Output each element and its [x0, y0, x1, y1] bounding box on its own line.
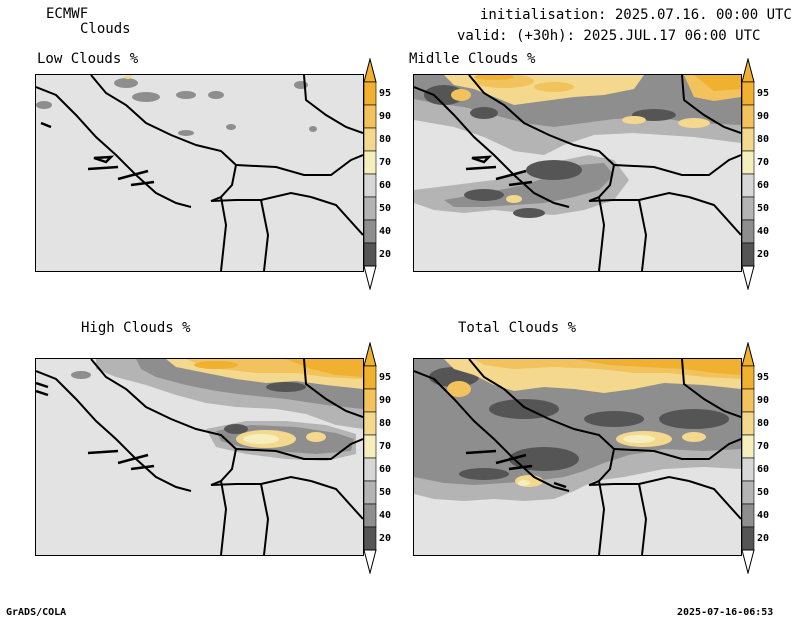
colorbar-level-label: 90: [379, 110, 392, 122]
colorbar-level-label: 40: [379, 509, 392, 521]
colorbar-bottom-arrow: [741, 265, 755, 290]
colorbar-segment: [363, 388, 377, 413]
colorbar-segment: [363, 219, 377, 244]
colorbar-level-label: 50: [379, 202, 392, 214]
colorbar-segment: [741, 242, 755, 267]
colorbar-segment: [741, 411, 755, 436]
colorbar-bottom-arrow: [741, 549, 755, 574]
colorbar-segment: [741, 365, 755, 390]
colorbar-level-label: 90: [757, 394, 770, 406]
colorbar-segment: [741, 104, 755, 129]
colorbar-segment: [363, 365, 377, 390]
colorbar-level-label: 20: [379, 248, 392, 260]
valid-time: valid: (+30h): 2025.JUL.17 06:00 UTC: [457, 28, 761, 44]
colorbar-level-label: 40: [757, 225, 770, 237]
colorbar-segment: [363, 480, 377, 505]
colorbar-level-label: 50: [379, 486, 392, 498]
colorbar-top-arrow: [741, 342, 755, 367]
colorbar-segment: [741, 150, 755, 175]
colorbar-segment: [363, 526, 377, 551]
model-name: ECMWF: [46, 6, 89, 22]
panel-title-total: Total Clouds %: [458, 320, 577, 336]
map-total-clouds: [413, 358, 742, 556]
colorbar-level-label: 70: [379, 440, 392, 452]
colorbar-level-label: 40: [757, 509, 770, 521]
panel-title-mid: Midlle Clouds %: [409, 51, 536, 67]
colorbar-level-label: 60: [757, 463, 770, 475]
colorbar-segment: [363, 150, 377, 175]
colorbar-level-label: 80: [757, 417, 770, 429]
colorbar-top-arrow: [363, 342, 377, 367]
colorbar-level-label: 95: [379, 87, 392, 99]
colorbar-level-label: 90: [379, 394, 392, 406]
colorbar-level-label: 95: [757, 87, 770, 99]
colorbar-segment: [741, 480, 755, 505]
colorbar-segment: [363, 242, 377, 267]
colorbar-segment: [741, 457, 755, 482]
colorbar-segment: [741, 196, 755, 221]
map-middle-clouds: [413, 74, 742, 272]
colorbar-segment: [363, 411, 377, 436]
colorbar-segment: [363, 196, 377, 221]
colorbar-level-label: 60: [379, 179, 392, 191]
colorbar-top-arrow: [741, 58, 755, 83]
colorbar-segment: [363, 457, 377, 482]
colorbar-level-label: 80: [757, 133, 770, 145]
colorbar-segment: [741, 526, 755, 551]
colorbar-total: 95 90 80 70 60 50 40 20: [741, 342, 800, 574]
colorbar-segment: [363, 127, 377, 152]
colorbar-level-label: 60: [757, 179, 770, 191]
panel-title-low: Low Clouds %: [37, 51, 139, 67]
footer-timestamp: 2025-07-16-06:53: [677, 607, 774, 618]
colorbar-segment: [363, 104, 377, 129]
colorbar-segment: [741, 127, 755, 152]
colorbar-segment: [741, 434, 755, 459]
map-high-clouds: [35, 358, 364, 556]
colorbar-mid: 95 90 80 70 60 50 40 20: [741, 58, 800, 290]
colorbar-bottom-arrow: [363, 549, 377, 574]
colorbar-level-label: 50: [757, 486, 770, 498]
colorbar-segment: [363, 434, 377, 459]
colorbar-level-label: 40: [379, 225, 392, 237]
map-low-clouds: [35, 74, 364, 272]
colorbar-level-label: 50: [757, 202, 770, 214]
colorbar-level-label: 20: [379, 532, 392, 544]
colorbar-level-label: 95: [757, 371, 770, 383]
colorbar-level-label: 80: [379, 133, 392, 145]
colorbar-segment: [741, 388, 755, 413]
product-name: Clouds: [80, 21, 131, 37]
colorbar-level-label: 90: [757, 110, 770, 122]
colorbar-high: 95 90 80 70 60 50 40 20: [363, 342, 423, 574]
colorbar-segment: [741, 81, 755, 106]
colorbar-segment: [363, 173, 377, 198]
colorbar-level-label: 20: [757, 532, 770, 544]
colorbar-level-label: 80: [379, 417, 392, 429]
colorbar-level-label: 95: [379, 371, 392, 383]
colorbar-level-label: 70: [757, 440, 770, 452]
init-time: initialisation: 2025.07.16. 00:00 UTC: [480, 7, 792, 23]
colorbar-level-label: 60: [379, 463, 392, 475]
colorbar-level-label: 20: [757, 248, 770, 260]
colorbar-segment: [741, 173, 755, 198]
footer-software: GrADS/COLA: [6, 607, 67, 618]
colorbar-top-arrow: [363, 58, 377, 83]
colorbar-segment: [363, 503, 377, 528]
panel-title-high: High Clouds %: [81, 320, 191, 336]
colorbar-segment: [363, 81, 377, 106]
colorbar-low-mid: 95 90 80 70 60 50 40 20: [363, 58, 423, 290]
colorbar-segment: [741, 219, 755, 244]
colorbar-level-label: 70: [757, 156, 770, 168]
colorbar-segment: [741, 503, 755, 528]
colorbar-level-label: 70: [379, 156, 392, 168]
colorbar-bottom-arrow: [363, 265, 377, 290]
